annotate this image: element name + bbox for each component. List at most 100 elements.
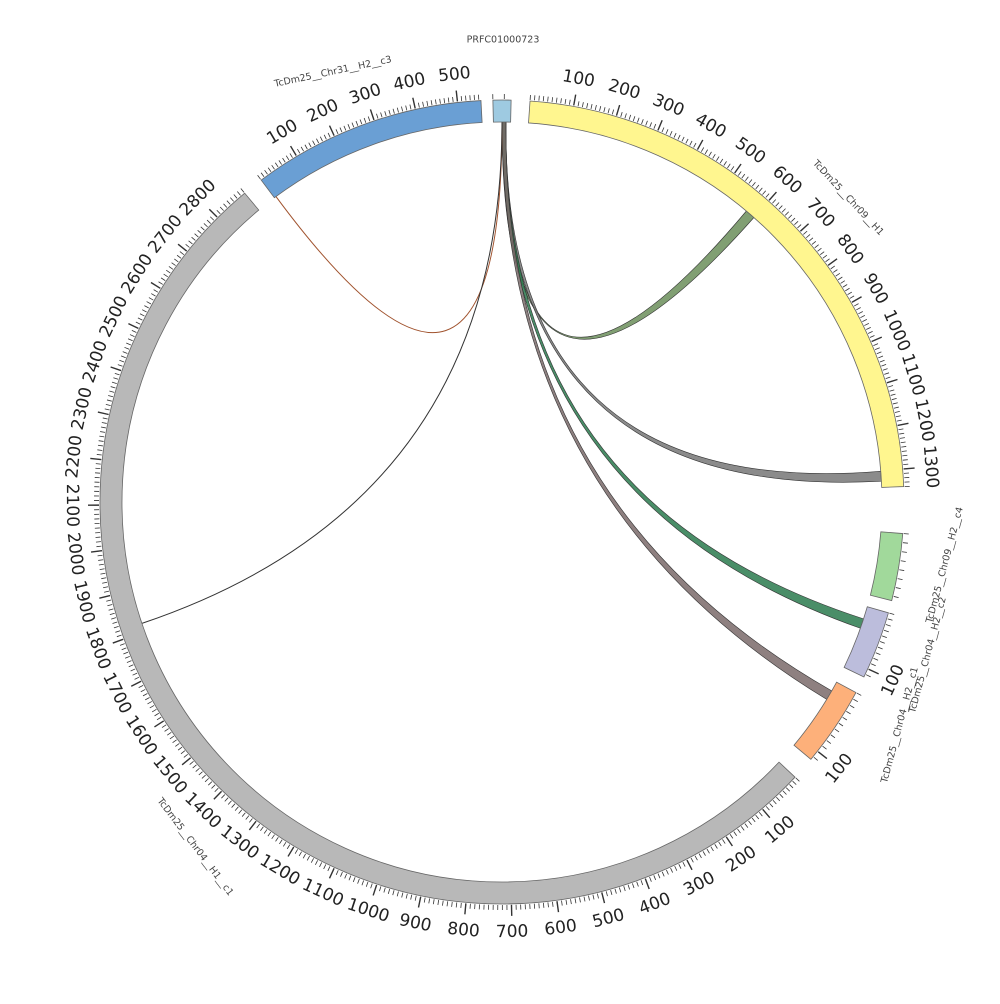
minor-tick	[435, 99, 436, 104]
minor-tick	[174, 259, 178, 262]
minor-tick	[836, 273, 840, 276]
minor-tick	[731, 166, 734, 170]
minor-tick	[328, 133, 330, 138]
tick-label: 600	[543, 916, 578, 940]
tick-label: 2700	[144, 211, 187, 257]
major-tick	[370, 109, 373, 119]
minor-tick	[456, 902, 457, 907]
minor-tick	[650, 877, 652, 882]
minor-tick	[385, 111, 386, 116]
major-tick	[869, 669, 879, 674]
tick-label: 2600	[117, 250, 157, 297]
minor-tick	[204, 223, 208, 226]
minor-tick	[650, 122, 652, 127]
minor-tick	[812, 241, 816, 244]
minor-tick	[98, 445, 103, 446]
minor-tick	[453, 97, 454, 102]
minor-tick	[126, 343, 131, 345]
tick-label: 600	[768, 162, 806, 198]
minor-tick	[195, 234, 199, 237]
minor-tick	[348, 124, 350, 129]
minor-tick	[143, 693, 147, 695]
minor-tick	[580, 897, 581, 902]
minor-tick	[719, 842, 722, 846]
minor-tick	[548, 97, 549, 102]
major-tick	[99, 596, 110, 599]
minor-tick	[827, 741, 831, 744]
minor-tick	[199, 772, 203, 775]
minor-tick	[866, 327, 871, 329]
minor-tick	[709, 152, 712, 156]
minor-tick	[815, 245, 819, 248]
minor-tick	[388, 889, 389, 894]
minor-tick	[364, 118, 366, 123]
minor-tick	[730, 834, 733, 838]
minor-tick	[227, 201, 230, 205]
minor-tick	[782, 209, 785, 213]
minor-tick	[141, 689, 145, 691]
minor-tick	[397, 108, 398, 113]
minor-tick	[119, 360, 124, 362]
minor-tick	[898, 429, 903, 430]
minor-tick	[181, 751, 185, 754]
minor-tick	[903, 543, 908, 544]
minor-tick	[215, 788, 219, 792]
minor-tick	[268, 168, 271, 172]
minor-tick	[707, 849, 710, 853]
minor-tick	[556, 98, 557, 103]
minor-tick	[397, 891, 398, 896]
minor-tick	[172, 263, 176, 266]
minor-tick	[431, 100, 432, 105]
link-chr04c2-2	[502, 122, 864, 628]
minor-tick	[389, 110, 390, 115]
minor-tick	[724, 161, 727, 165]
minor-tick	[615, 889, 616, 894]
minor-tick	[856, 308, 860, 310]
tick-label: 200	[722, 842, 760, 877]
major-tick	[373, 885, 376, 895]
minor-tick	[275, 163, 278, 167]
minor-tick	[268, 832, 271, 836]
minor-tick	[152, 709, 156, 712]
minor-tick	[898, 579, 903, 580]
minor-tick	[896, 416, 901, 417]
minor-tick	[165, 729, 169, 732]
minor-tick	[345, 874, 347, 879]
minor-tick	[848, 292, 852, 295]
minor-tick	[98, 555, 103, 556]
minor-tick	[173, 740, 177, 743]
minor-tick	[147, 302, 151, 304]
major-tick	[898, 423, 909, 425]
minor-tick	[228, 801, 231, 805]
minor-tick	[606, 891, 607, 896]
tick-label: 1100	[897, 351, 929, 398]
minor-tick	[794, 221, 798, 224]
segment-chr04c1: 100	[794, 682, 861, 787]
minor-tick	[873, 344, 878, 346]
minor-tick	[883, 369, 888, 371]
minor-tick	[440, 99, 441, 104]
major-tick	[904, 468, 915, 469]
minor-tick	[207, 220, 211, 223]
minor-tick	[336, 129, 338, 134]
minor-tick	[198, 230, 202, 233]
minor-tick	[695, 856, 697, 860]
minor-tick	[208, 782, 212, 785]
minor-tick	[128, 339, 133, 341]
minor-tick	[881, 364, 886, 366]
minor-tick	[637, 882, 639, 887]
tick-label: 400	[391, 69, 427, 96]
minor-tick	[722, 839, 725, 843]
minor-tick	[591, 104, 592, 109]
minor-tick	[117, 635, 122, 637]
minor-tick	[177, 255, 181, 258]
minor-tick	[608, 108, 609, 113]
minor-tick	[352, 123, 354, 128]
tick-label: 300	[680, 868, 718, 901]
minor-tick	[381, 112, 382, 117]
minor-tick	[611, 890, 612, 895]
segment-band-chr09	[529, 101, 904, 487]
minor-tick	[98, 560, 103, 561]
major-tick	[574, 95, 576, 106]
minor-tick	[873, 658, 878, 660]
